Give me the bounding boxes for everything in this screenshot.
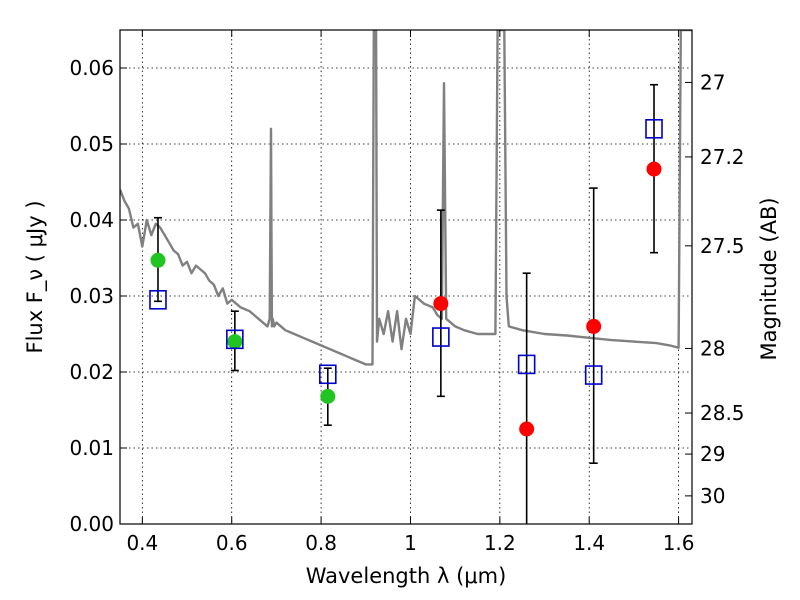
right-tick-label: 28 bbox=[700, 336, 725, 360]
right-axis-title: Magnitude (AB) bbox=[757, 197, 781, 360]
y-tick-label: 0.02 bbox=[69, 360, 114, 384]
x-tick-label: 0.4 bbox=[126, 531, 158, 555]
point-marker bbox=[433, 296, 449, 312]
x-tick-label: 0.8 bbox=[305, 531, 337, 555]
right-tick-label: 29 bbox=[700, 442, 725, 466]
x-tick-label: 1.4 bbox=[573, 531, 605, 555]
point-marker bbox=[586, 318, 602, 334]
point-marker bbox=[227, 334, 243, 350]
y-tick-label: 0.00 bbox=[69, 512, 114, 536]
square-marker bbox=[432, 327, 450, 347]
point-marker bbox=[519, 421, 535, 437]
square-marker bbox=[226, 329, 244, 350]
y-tick-label: 0.06 bbox=[69, 56, 114, 80]
y-axis-title: Flux F_ν ( μJy ) bbox=[23, 200, 48, 353]
square-marker bbox=[318, 364, 337, 385]
y-tick-label: 0.04 bbox=[69, 208, 114, 232]
y-tick-label: 0.03 bbox=[69, 284, 114, 308]
x-tick-label: 1.2 bbox=[484, 531, 516, 555]
model-spectrum-line bbox=[120, 30, 692, 366]
right-tick-label: 27.5 bbox=[700, 234, 745, 258]
plot-area bbox=[120, 30, 692, 524]
point-marker bbox=[646, 161, 662, 177]
x-axis-title: Wavelength λ (μm) bbox=[306, 564, 507, 588]
right-tick-label: 30 bbox=[700, 484, 725, 508]
x-tick-label: 1.6 bbox=[663, 531, 695, 555]
x-tick-label: 0.6 bbox=[216, 531, 248, 555]
point-marker bbox=[150, 252, 166, 268]
x-tick-label: 1 bbox=[404, 531, 417, 555]
square-marker bbox=[149, 289, 167, 310]
square-marker bbox=[645, 119, 663, 139]
y-tick-label: 0.01 bbox=[69, 436, 114, 460]
right-tick-label: 28.5 bbox=[700, 401, 745, 425]
square-marker bbox=[517, 354, 536, 375]
y-tick-label: 0.05 bbox=[69, 132, 114, 156]
right-tick-label: 27.2 bbox=[700, 145, 745, 169]
axes: 0.4 0.6 0.8 1 1.2 1.4 1.6 0.00 0.01 0.02 0.03 0.04 0… bbox=[69, 30, 745, 555]
plot-frame bbox=[119, 29, 693, 525]
point-marker bbox=[320, 388, 336, 404]
square-marker bbox=[584, 365, 603, 385]
right-tick-label: 27 bbox=[700, 70, 725, 94]
